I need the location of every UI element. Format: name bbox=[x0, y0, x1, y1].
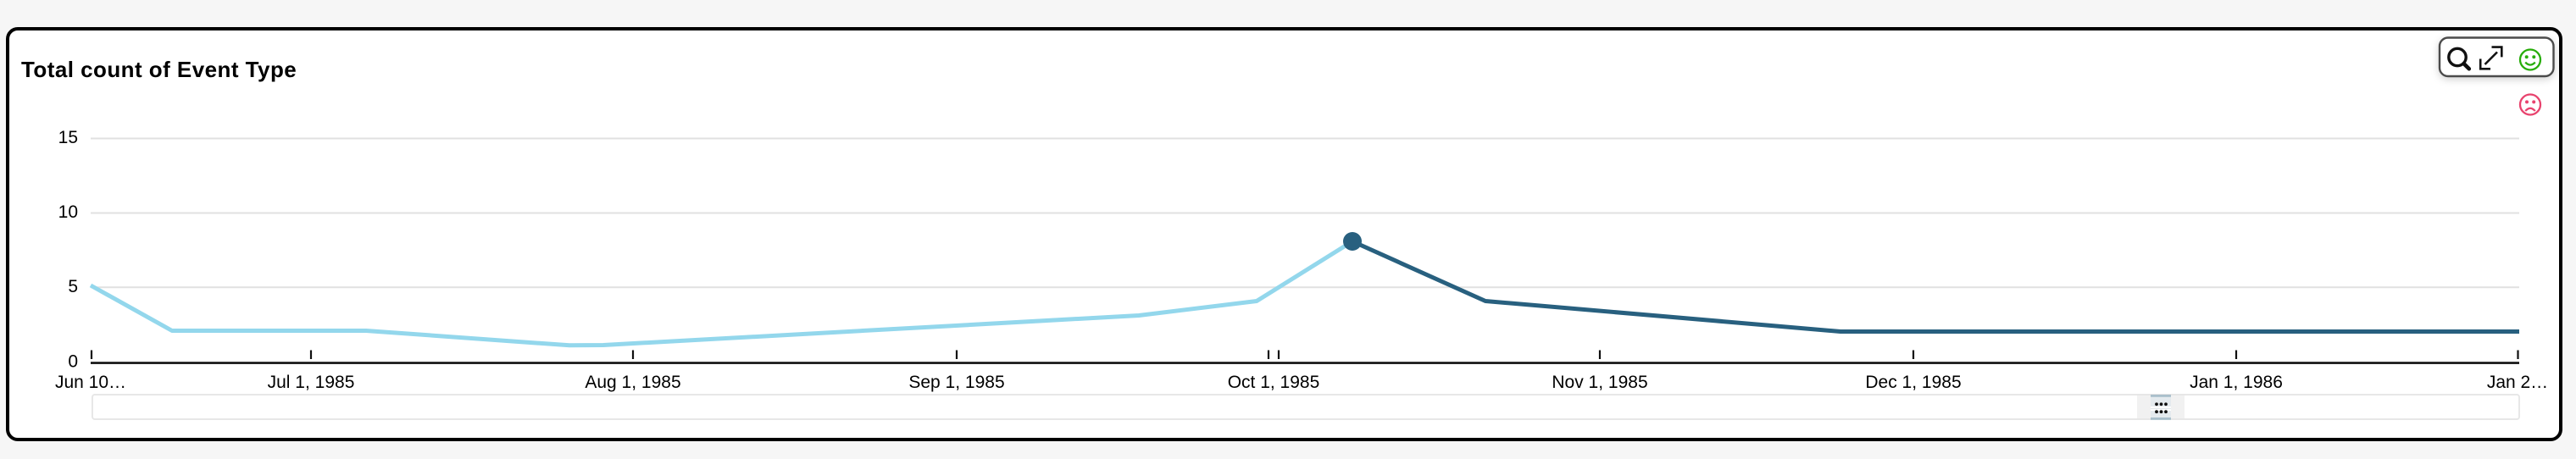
svg-text:0: 0 bbox=[68, 352, 78, 372]
svg-text:10: 10 bbox=[58, 202, 78, 222]
svg-text:Oct 1, 1985: Oct 1, 1985 bbox=[1228, 373, 1320, 392]
svg-text:Jun 10…: Jun 10… bbox=[55, 373, 126, 392]
svg-text:Jul 1, 1985: Jul 1, 1985 bbox=[268, 373, 355, 392]
svg-text:Jan 2…: Jan 2… bbox=[2487, 373, 2548, 392]
svg-text:Jan 1, 1986: Jan 1, 1986 bbox=[2190, 373, 2283, 392]
svg-text:Aug 1, 1985: Aug 1, 1985 bbox=[585, 373, 680, 392]
svg-text:Nov 1, 1985: Nov 1, 1985 bbox=[1552, 373, 1647, 392]
svg-text:15: 15 bbox=[58, 128, 78, 147]
svg-text:Dec 1, 1985: Dec 1, 1985 bbox=[1865, 373, 1961, 392]
svg-text:Sep 1, 1985: Sep 1, 1985 bbox=[908, 373, 1004, 392]
svg-text:5: 5 bbox=[68, 277, 78, 296]
